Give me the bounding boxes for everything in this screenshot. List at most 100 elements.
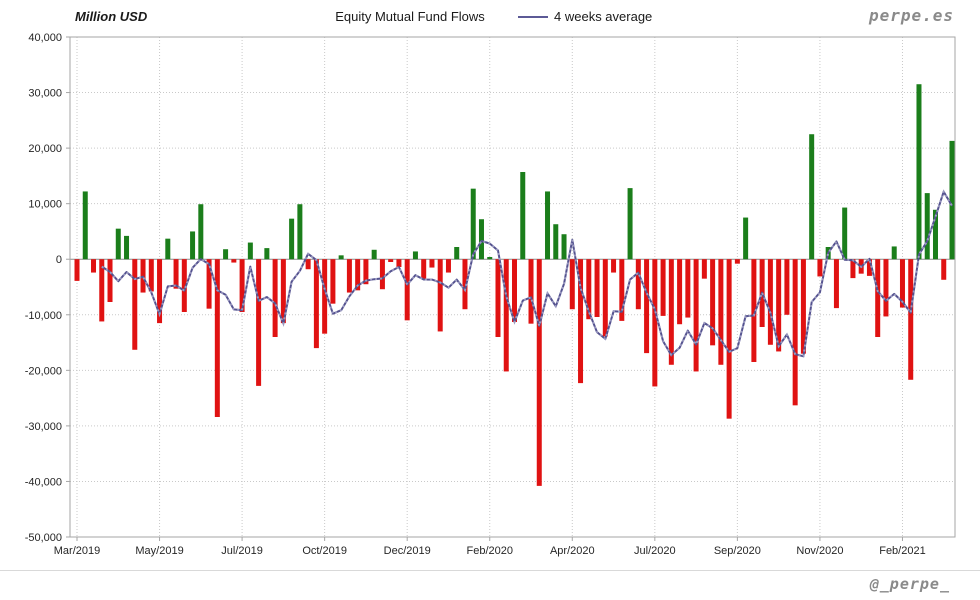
outflow-bar <box>800 259 806 354</box>
inflow-bar <box>371 249 377 260</box>
outflow-bar <box>660 259 666 316</box>
outflow-bar <box>74 259 80 281</box>
x-tick-label: Oct/2019 <box>302 545 347 557</box>
x-tick-label: Feb/2020 <box>466 545 512 557</box>
outflow-bar <box>388 259 394 262</box>
y-axis-units-label: Million USD <box>75 9 148 24</box>
inflow-bar <box>115 228 121 260</box>
inflow-bar <box>520 172 526 260</box>
inflow-bar <box>487 257 493 260</box>
outflow-bar <box>718 259 724 365</box>
x-tick-label: Mar/2019 <box>54 545 100 557</box>
inflow-bar <box>553 224 559 260</box>
outflow-bar <box>685 259 691 318</box>
outflow-bar <box>619 259 625 321</box>
inflow-bar <box>932 209 938 260</box>
footer-divider <box>0 570 980 571</box>
y-tick-label: 30,000 <box>28 88 62 100</box>
outflow-bar <box>231 259 237 263</box>
inflow-bar <box>223 249 229 260</box>
inflow-bar <box>264 248 270 260</box>
y-tick-label: -10,000 <box>25 310 62 322</box>
outflow-bar <box>594 259 600 317</box>
outflow-bar <box>512 259 517 322</box>
outflow-bar <box>586 259 592 320</box>
outflow-bar <box>644 259 650 354</box>
outflow-bar <box>157 259 163 324</box>
inflow-bar <box>809 134 815 260</box>
outflow-bar <box>536 259 542 486</box>
x-tick-label: May/2019 <box>135 545 183 557</box>
outflow-bar <box>569 259 575 310</box>
chart-title: Equity Mutual Fund Flows <box>335 9 485 24</box>
outflow-bar <box>941 259 947 280</box>
y-tick-label: -30,000 <box>25 421 62 433</box>
outflow-bar <box>107 259 113 302</box>
x-tick-label: Dec/2019 <box>384 545 431 557</box>
inflow-bar <box>198 204 204 260</box>
outflow-bar <box>322 259 328 334</box>
outflow-bar <box>817 259 823 277</box>
four-week-average-line-hatch <box>101 189 953 358</box>
outflow-bar <box>256 259 262 386</box>
outflow-bar <box>148 259 154 292</box>
x-tick-label: Jul/2020 <box>634 545 676 557</box>
y-tick-label: -20,000 <box>25 365 62 377</box>
x-tick-label: Feb/2021 <box>879 545 925 557</box>
outflow-bar <box>503 259 509 372</box>
inflow-bar <box>478 219 484 260</box>
outflow-bar <box>346 259 352 293</box>
outflow-bar <box>181 259 187 312</box>
outflow-bar <box>313 259 319 349</box>
outflow-bar <box>677 259 683 325</box>
average-line-swatch-icon <box>518 15 548 18</box>
author-handle: @_perpe_ <box>869 575 950 593</box>
outflow-bar <box>899 259 905 308</box>
y-tick-label: -50,000 <box>25 532 62 544</box>
y-tick-label: 10,000 <box>28 199 62 211</box>
outflow-bar <box>132 259 138 350</box>
inflow-bar <box>561 234 567 260</box>
outflow-bar <box>602 259 608 337</box>
legend: 4 weeks average <box>518 9 652 24</box>
inflow-bar <box>916 84 922 260</box>
outflow-bar <box>214 259 220 417</box>
outflow-bar <box>330 259 336 304</box>
outflow-bar <box>726 259 732 419</box>
outflow-bar <box>883 259 889 317</box>
y-axis-labels: 40,000 30,000 20,000 10,000 0 -10,000 -20,000 -… <box>25 32 70 544</box>
inflow-bar <box>289 218 295 260</box>
outflow-bar <box>429 259 435 268</box>
outflow-bar <box>396 259 402 267</box>
inflow-bar <box>627 188 633 260</box>
outflow-bar <box>701 259 707 279</box>
inflow-bar <box>891 246 897 260</box>
inflow-bar <box>190 231 196 260</box>
y-tick-label: 20,000 <box>28 143 62 155</box>
outflow-bar <box>379 259 385 290</box>
inflow-bar <box>470 188 476 260</box>
inflow-bar <box>124 235 130 260</box>
outflow-bar <box>437 259 443 332</box>
outflow-bar <box>578 259 584 384</box>
outflow-bar <box>272 259 278 337</box>
inflow-bar <box>454 247 460 260</box>
outflow-bar <box>528 259 534 324</box>
outflow-bar <box>611 259 617 273</box>
outflow-bar <box>99 259 105 322</box>
x-tick-label: Nov/2020 <box>796 545 843 557</box>
outflow-bar <box>635 259 641 310</box>
inflow-bar <box>297 204 303 260</box>
outflow-bar <box>421 259 427 280</box>
outflow-bar <box>91 259 97 273</box>
outflow-bar <box>776 259 782 352</box>
outflow-bar <box>239 259 245 312</box>
outflow-bar <box>792 259 798 406</box>
outflow-bar <box>710 259 716 346</box>
outflow-bar <box>908 259 914 380</box>
outflow-bar <box>404 259 410 321</box>
outflow-bar <box>280 259 286 324</box>
y-tick-label: -40,000 <box>25 476 62 488</box>
outflow-bar <box>445 259 451 273</box>
